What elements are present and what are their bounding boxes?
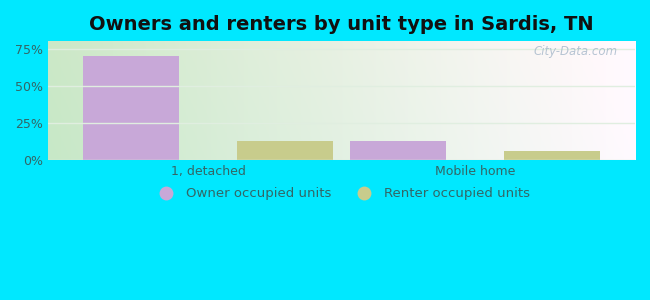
- Legend: Owner occupied units, Renter occupied units: Owner occupied units, Renter occupied un…: [148, 182, 536, 206]
- Bar: [350, 141, 446, 160]
- Text: City-Data.com: City-Data.com: [533, 45, 618, 58]
- Bar: [237, 141, 333, 160]
- Title: Owners and renters by unit type in Sardis, TN: Owners and renters by unit type in Sardi…: [89, 15, 593, 34]
- Bar: [504, 151, 600, 160]
- Bar: [83, 56, 179, 160]
